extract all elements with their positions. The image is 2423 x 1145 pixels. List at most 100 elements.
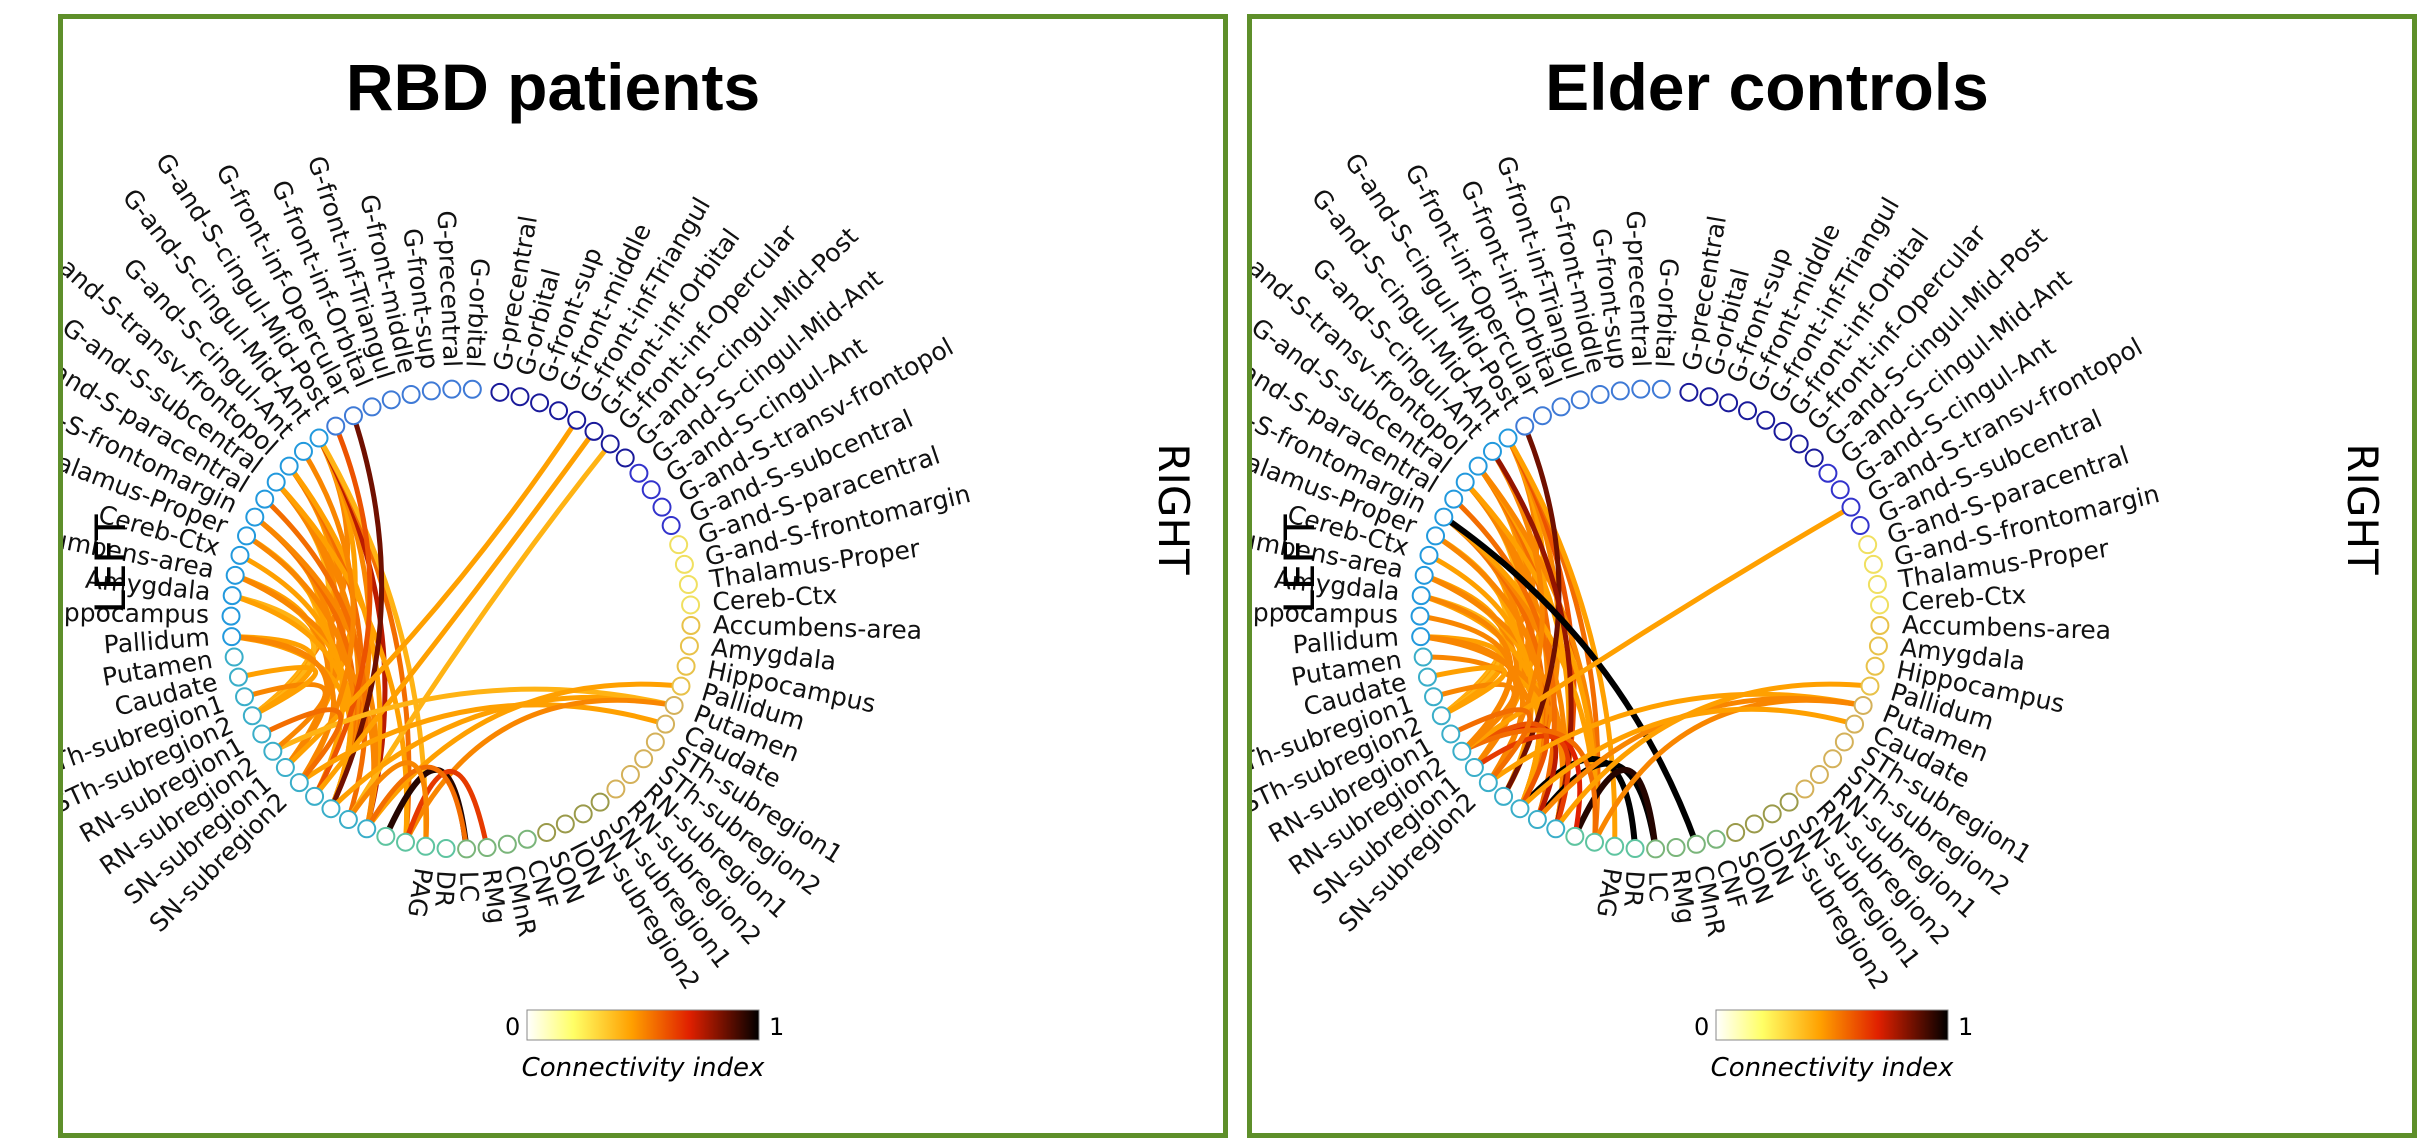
region-node bbox=[1686, 834, 1706, 854]
region-node bbox=[1498, 428, 1518, 448]
region-node bbox=[1434, 507, 1454, 527]
region-node bbox=[1532, 406, 1552, 426]
region-node bbox=[510, 387, 530, 407]
region-node bbox=[266, 472, 286, 492]
region-node bbox=[237, 526, 257, 546]
region-node bbox=[1565, 826, 1585, 846]
region-node bbox=[1482, 441, 1502, 461]
region-node bbox=[221, 606, 241, 626]
region-node bbox=[1719, 393, 1739, 413]
region-node bbox=[1863, 554, 1883, 574]
region-node bbox=[362, 397, 382, 417]
connection-curve bbox=[1592, 697, 1866, 845]
connectogram: G-precentralG-orbitalG-front-supG-front-… bbox=[1252, 148, 2387, 1083]
region-node bbox=[1424, 687, 1444, 707]
region-node bbox=[242, 706, 262, 726]
connection-curve bbox=[235, 665, 319, 719]
region-node bbox=[1625, 839, 1645, 859]
region-node bbox=[442, 379, 462, 399]
region-node bbox=[321, 799, 341, 819]
region-node bbox=[338, 810, 358, 830]
region-node bbox=[1414, 565, 1434, 585]
region-node bbox=[1605, 836, 1625, 856]
region-node bbox=[1865, 656, 1885, 676]
region-node bbox=[1455, 472, 1475, 492]
colorbar-max-label: 1 bbox=[1958, 1013, 1973, 1041]
region-node bbox=[537, 822, 557, 842]
region-node bbox=[1527, 810, 1547, 830]
region-node bbox=[1651, 379, 1671, 399]
region-node bbox=[1585, 832, 1605, 852]
region-node bbox=[1646, 839, 1666, 859]
left-side-label: LEFT bbox=[86, 514, 135, 613]
connection-curve bbox=[270, 686, 677, 754]
connection-curve bbox=[296, 448, 356, 786]
region-node bbox=[530, 393, 550, 413]
region-node bbox=[1809, 765, 1829, 785]
colorbar-min-label: 0 bbox=[1694, 1013, 1709, 1041]
region-node bbox=[1789, 434, 1809, 454]
region-node bbox=[634, 749, 654, 769]
connection-curve bbox=[282, 417, 580, 771]
region-node bbox=[396, 832, 416, 852]
region-node bbox=[1868, 636, 1888, 656]
region-label: PAG bbox=[402, 866, 438, 919]
region-node bbox=[230, 545, 250, 565]
region-node bbox=[1726, 822, 1746, 842]
region-node bbox=[357, 819, 377, 839]
region-node bbox=[1452, 741, 1472, 761]
connection-curve bbox=[1459, 721, 1550, 812]
region-label: Accumbens-area bbox=[1902, 610, 2112, 645]
region-node bbox=[656, 714, 676, 734]
colorbar-max-label: 1 bbox=[769, 1013, 784, 1041]
region-label: DR bbox=[1618, 870, 1649, 908]
region-node bbox=[1431, 706, 1451, 726]
region-node bbox=[222, 627, 242, 647]
region-node bbox=[462, 379, 482, 399]
region-node bbox=[674, 554, 694, 574]
region-node bbox=[275, 758, 295, 778]
region-label: Hippocampus bbox=[63, 598, 209, 629]
region-node bbox=[1494, 786, 1514, 806]
connection-curve bbox=[1571, 766, 1659, 852]
colorbar bbox=[1715, 1009, 1949, 1041]
region-node bbox=[652, 497, 672, 517]
region-node bbox=[245, 507, 265, 527]
region-node bbox=[252, 724, 272, 744]
region-label: RMg bbox=[477, 868, 512, 926]
region-node bbox=[1858, 535, 1878, 555]
region-node bbox=[671, 676, 691, 696]
left-side-label: LEFT bbox=[1275, 514, 1324, 613]
connection-curve bbox=[1448, 707, 1533, 786]
region-node bbox=[600, 434, 620, 454]
connection-curve bbox=[328, 413, 385, 812]
region-node bbox=[1464, 758, 1484, 778]
connection-curve bbox=[345, 760, 430, 849]
region-node bbox=[584, 421, 604, 441]
colorbar-title: Connectivity index bbox=[1711, 1053, 1954, 1083]
region-node bbox=[645, 732, 665, 752]
region-node bbox=[1795, 779, 1815, 799]
region-node bbox=[1570, 390, 1590, 410]
region-node bbox=[679, 636, 699, 656]
region-node bbox=[1870, 615, 1890, 635]
connection-curve bbox=[1505, 435, 1618, 849]
connection-curve bbox=[242, 682, 328, 754]
region-node bbox=[1867, 575, 1887, 595]
region-node bbox=[421, 381, 441, 401]
region-node bbox=[567, 410, 587, 430]
region-node bbox=[1441, 724, 1461, 744]
region-node bbox=[573, 804, 593, 824]
colorbar-title: Connectivity index bbox=[522, 1053, 765, 1083]
region-label: G-precentral bbox=[1621, 210, 1656, 368]
region-node bbox=[1546, 819, 1566, 839]
region-node bbox=[620, 765, 640, 785]
region-node bbox=[436, 839, 456, 859]
region-node bbox=[224, 647, 244, 667]
connection-curve bbox=[262, 496, 368, 823]
region-node bbox=[1410, 606, 1430, 626]
region-label: DR bbox=[429, 870, 460, 908]
region-label: G-precentral bbox=[432, 210, 467, 368]
region-node bbox=[606, 779, 626, 799]
region-node bbox=[676, 656, 696, 676]
